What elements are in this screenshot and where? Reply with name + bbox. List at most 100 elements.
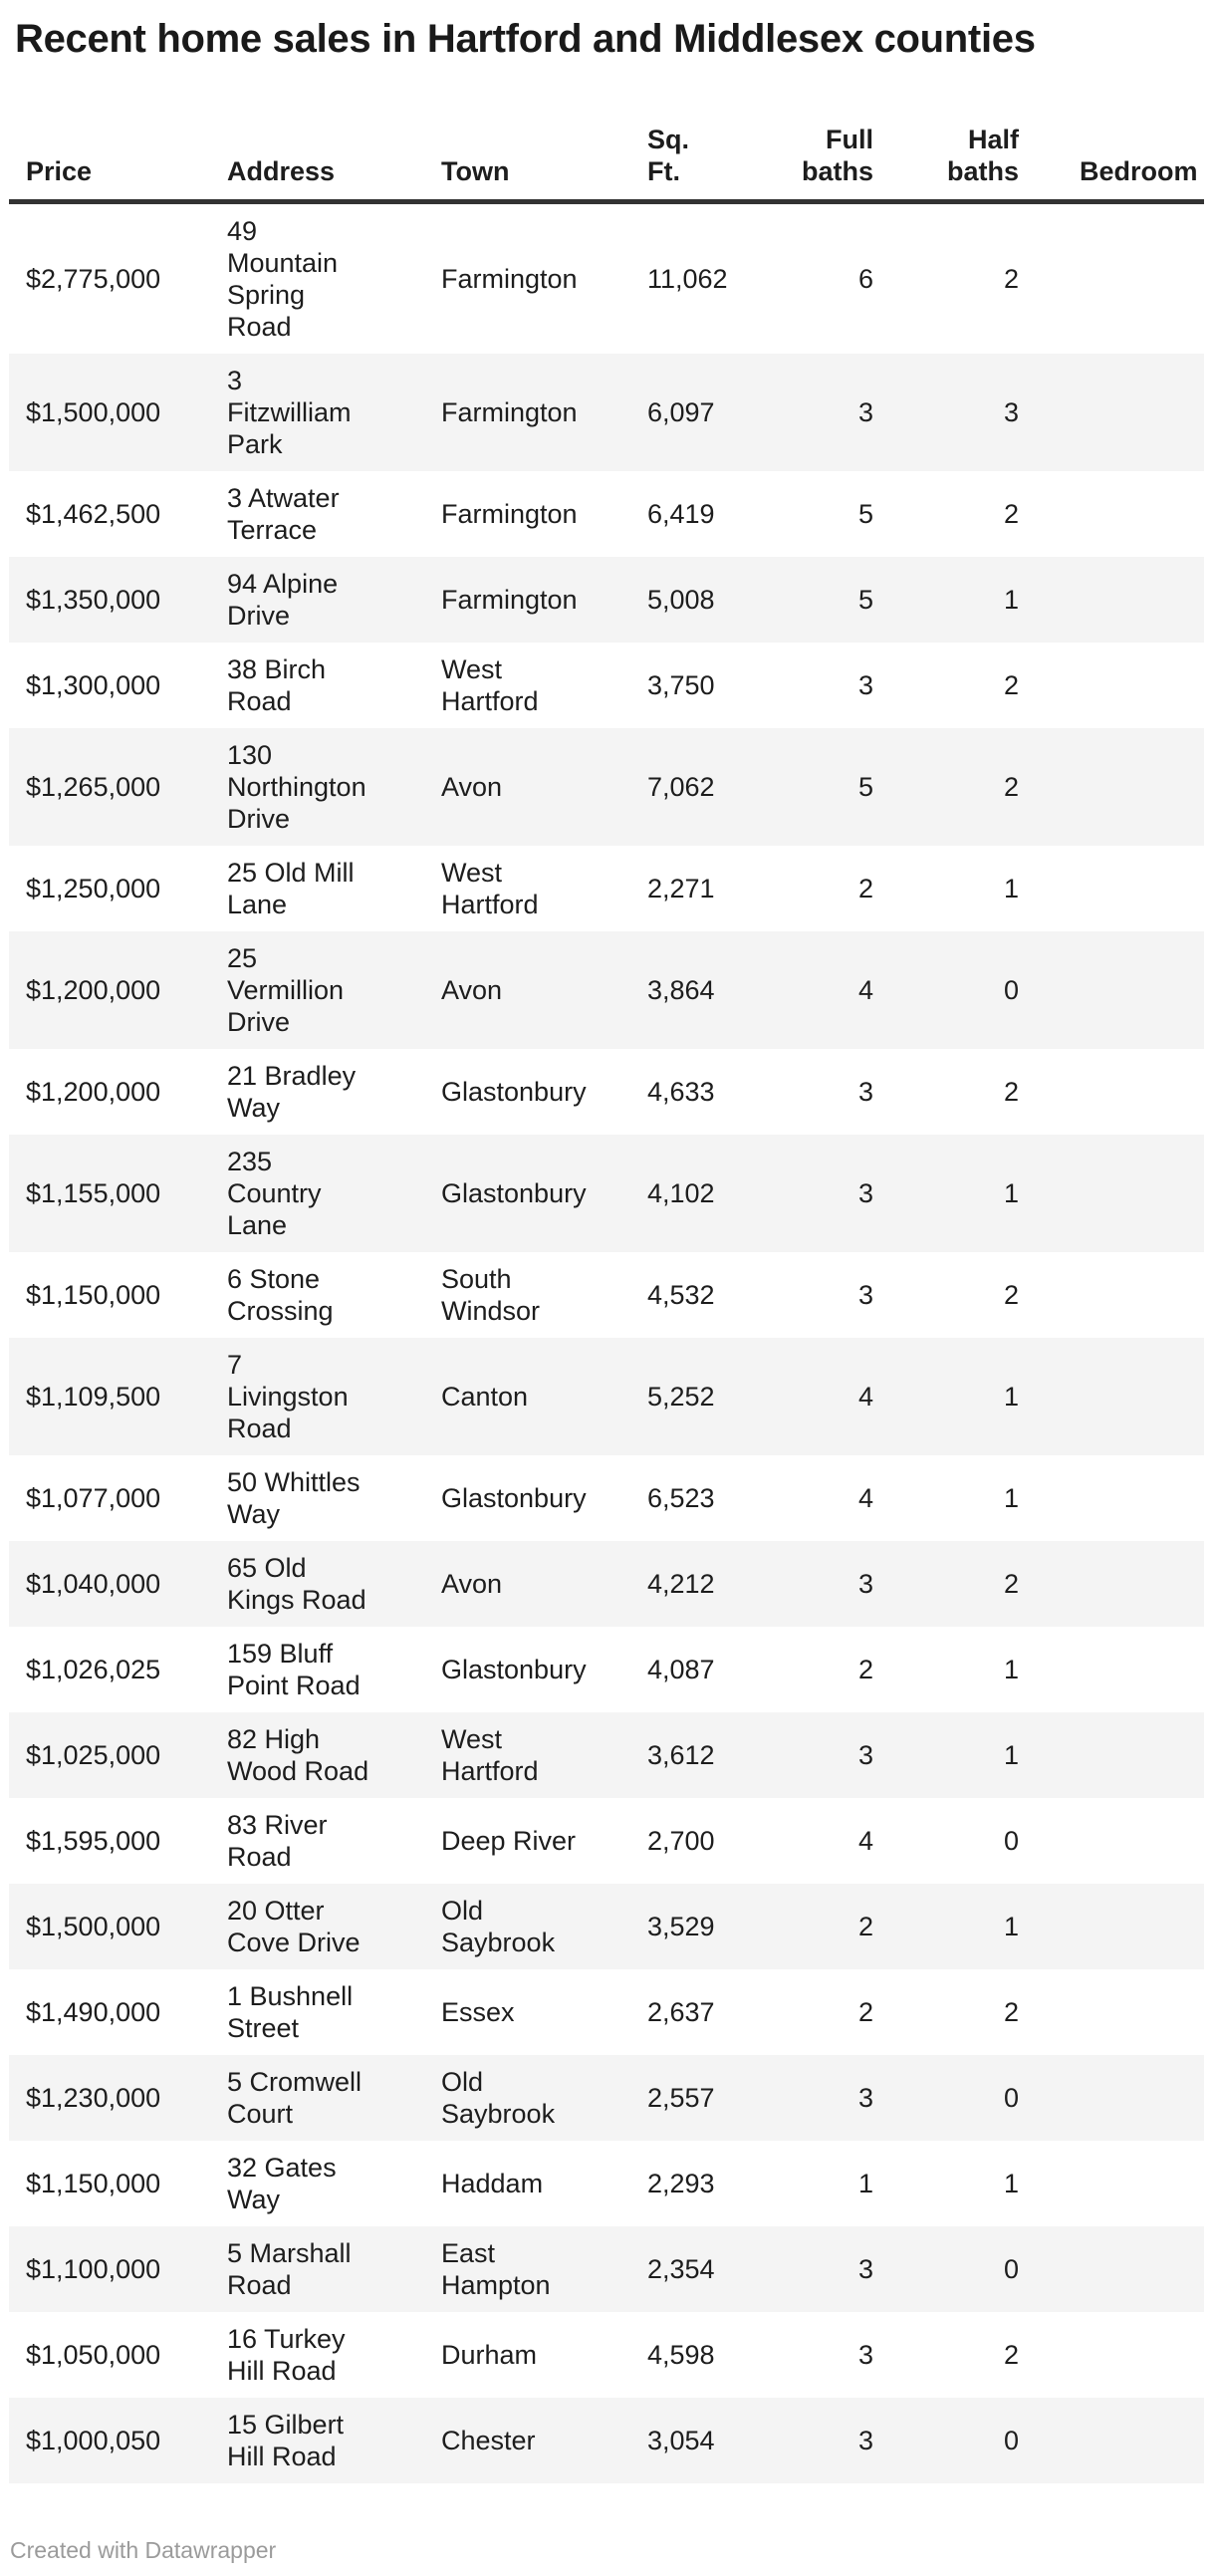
half-baths-cell: 1 (1003, 1655, 1019, 1684)
full-baths-cell: 1 (857, 2169, 873, 2198)
table-row: $1,490,000 1 Bushnell Street Essex 2,637 2 2 (9, 1969, 1204, 2055)
half-baths-cell: 0 (1003, 2083, 1019, 2113)
town-cell: Avon (441, 772, 503, 802)
price-cell: $1,230,000 (26, 2083, 161, 2113)
home-sales-table: Price Address Town Sq. Ft. Full baths Half ba… (9, 90, 1204, 2483)
address-cell: 1 Bushnell Street (227, 1981, 354, 2043)
column-header-sqft: Sq. Ft. (647, 125, 690, 186)
town-cell: East Hampton (441, 2238, 551, 2300)
sqft-cell: 4,102 (647, 1178, 715, 1208)
price-cell: $1,595,000 (26, 1826, 161, 1856)
town-cell: Farmington (441, 499, 578, 529)
full-baths-cell: 4 (857, 975, 873, 1005)
sqft-cell: 6,097 (647, 397, 715, 427)
price-cell: $1,150,000 (26, 2169, 161, 2198)
table-row: $1,150,000 32 Gates Way Haddam 2,293 1 1 (9, 2141, 1204, 2226)
half-baths-cell: 1 (1003, 1740, 1019, 1770)
full-baths-cell: 2 (857, 1655, 873, 1684)
table-row: $1,026,025 159 Bluff Point Road Glastonbur… (9, 1627, 1204, 1712)
town-cell: Farmington (441, 397, 578, 427)
address-cell: 130 Northington Drive (227, 740, 366, 834)
address-cell: 65 Old Kings Road (227, 1553, 366, 1615)
full-baths-cell: 3 (857, 1569, 873, 1599)
table-row: $1,350,000 94 Alpine Drive Farmington 5,008… (9, 557, 1204, 643)
price-cell: $1,026,025 (26, 1655, 161, 1684)
table-row: $1,100,000 5 Marshall Road East Hampton 2,3… (9, 2226, 1204, 2312)
town-cell: Durham (441, 2340, 538, 2370)
town-cell: Essex (441, 1997, 515, 2027)
sqft-cell: 7,062 (647, 772, 715, 802)
address-cell: 16 Turkey Hill Road (227, 2324, 346, 2386)
town-cell: West Hartford (441, 858, 539, 919)
address-cell: 94 Alpine Drive (227, 569, 339, 631)
full-baths-cell: 3 (857, 2083, 873, 2113)
bedroom-cell (1032, 2398, 1204, 2483)
table-header: Price Address Town Sq. Ft. Full baths Half ba… (9, 90, 1204, 202)
full-baths-cell: 3 (857, 2254, 873, 2284)
table-row: $1,077,000 50 Whittles Way Glastonbury 6,52… (9, 1455, 1204, 1541)
bedroom-cell (1032, 1712, 1204, 1798)
bedroom-cell (1032, 471, 1204, 557)
half-baths-cell: 1 (1003, 2169, 1019, 2198)
half-baths-cell: 0 (1003, 1826, 1019, 1856)
town-cell: Glastonbury (441, 1178, 587, 1208)
table-row: $1,200,000 21 Bradley Way Glastonbury 4,633… (9, 1049, 1204, 1135)
bedroom-cell (1032, 1135, 1204, 1252)
bedroom-cell (1032, 1969, 1204, 2055)
column-header-half-baths: Half baths (946, 125, 1019, 186)
price-cell: $1,250,000 (26, 874, 161, 903)
address-cell: 235 Country Lane (227, 1147, 322, 1240)
town-cell: Avon (441, 975, 503, 1005)
address-cell: 32 Gates Way (227, 2153, 337, 2214)
bedroom-cell (1032, 202, 1204, 355)
town-cell: Haddam (441, 2169, 544, 2198)
town-cell: Chester (441, 2426, 536, 2455)
town-cell: Avon (441, 1569, 503, 1599)
address-cell: 25 Old Mill Lane (227, 858, 355, 919)
price-cell: $1,025,000 (26, 1740, 161, 1770)
full-baths-cell: 3 (857, 2426, 873, 2455)
bedroom-cell (1032, 643, 1204, 728)
bedroom-cell (1032, 1252, 1204, 1338)
price-cell: $1,000,050 (26, 2426, 161, 2455)
home-sales-table-wrap: Price Address Town Sq. Ft. Full baths Half ba… (9, 90, 1206, 2483)
half-baths-cell: 1 (1003, 1912, 1019, 1941)
half-baths-cell: 0 (1003, 2254, 1019, 2284)
table-row: $1,155,000 235 Country Lane Glastonbury 4,1… (9, 1135, 1204, 1252)
sqft-cell: 2,700 (647, 1826, 715, 1856)
column-header-bedroom: Bedroom (1080, 156, 1198, 186)
address-cell: 15 Gilbert Hill Road (227, 2410, 345, 2471)
full-baths-cell: 3 (857, 1077, 873, 1107)
address-cell: 83 River Road (227, 1810, 328, 1872)
address-cell: 5 Cromwell Court (227, 2067, 363, 2129)
table-row: $1,200,000 25 Vermillion Drive Avon 3,864 4 0 (9, 931, 1204, 1049)
bedroom-cell (1032, 1338, 1204, 1455)
full-baths-cell: 5 (857, 585, 873, 615)
full-baths-cell: 3 (857, 397, 873, 427)
half-baths-cell: 2 (1003, 2340, 1019, 2370)
full-baths-cell: 2 (857, 874, 873, 903)
bedroom-cell (1032, 1049, 1204, 1135)
column-header-address: Address (227, 156, 336, 186)
full-baths-cell: 6 (857, 264, 873, 294)
town-cell: Deep River (441, 1826, 577, 1856)
price-cell: $1,040,000 (26, 1569, 161, 1599)
full-baths-cell: 3 (857, 2340, 873, 2370)
half-baths-cell: 2 (1003, 1077, 1019, 1107)
town-cell: Farmington (441, 585, 578, 615)
table-row: $1,000,050 15 Gilbert Hill Road Chester 3,0… (9, 2398, 1204, 2483)
bedroom-cell (1032, 1541, 1204, 1627)
price-cell: $1,100,000 (26, 2254, 161, 2284)
full-baths-cell: 5 (857, 499, 873, 529)
full-baths-cell: 2 (857, 1997, 873, 2027)
full-baths-cell: 2 (857, 1912, 873, 1941)
header-row: Price Address Town Sq. Ft. Full baths Half ba… (9, 90, 1204, 202)
half-baths-cell: 2 (1003, 670, 1019, 700)
table-row: $1,109,500 7 Livingston Road Canton 5,252 4 1 (9, 1338, 1204, 1455)
half-baths-cell: 2 (1003, 1280, 1019, 1310)
sqft-cell: 3,612 (647, 1740, 715, 1770)
address-cell: 25 Vermillion Drive (227, 943, 345, 1037)
sqft-cell: 4,532 (647, 1280, 715, 1310)
full-baths-cell: 5 (857, 772, 873, 802)
half-baths-cell: 0 (1003, 2426, 1019, 2455)
